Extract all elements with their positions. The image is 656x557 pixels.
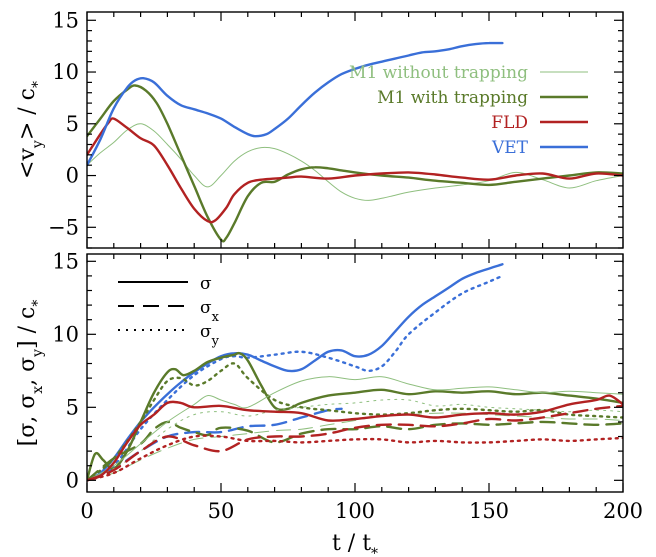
series-group: [87, 41, 623, 243]
series-line-m1-without-trapping: [87, 123, 623, 201]
legend: M1 without trapping M1 with trapping FLD VE…: [349, 63, 588, 158]
x-tick-label: 150: [469, 499, 509, 523]
legend-label: M1 with trapping: [377, 88, 528, 108]
series-line-fld-y: [87, 434, 623, 482]
series-group: [87, 263, 623, 482]
x-tick-label: 50: [208, 499, 235, 523]
x-tick-label: 100: [335, 499, 375, 523]
series-line-fld-x: [87, 404, 623, 482]
series-line-vet-: [87, 263, 504, 482]
y-tick-label: 5: [66, 395, 79, 419]
bottom-panel: 0 50 100 150 200 0 5 10 15 [σ, σx, σy] / c* t / t*…: [15, 249, 643, 557]
series-line-fld: [87, 117, 623, 224]
y-axis-label: [σ, σx, σy] / c*: [15, 300, 46, 447]
x-axis-label: t / t*: [332, 531, 378, 557]
series-line-m1-without-trapping-x: [87, 412, 623, 481]
y-tick-label: 15: [52, 8, 79, 32]
series-line-fld-: [87, 394, 623, 482]
series-line-m1-with-trapping: [87, 84, 623, 243]
series-line-m1-with-trapping-x: [87, 420, 623, 482]
y-axis-label: <vy> / c*: [15, 81, 46, 179]
legend-label: FLD: [491, 113, 528, 133]
y-tick-label: 10: [52, 322, 79, 346]
plot-frame: [86, 11, 624, 249]
y-tick-label: 0: [66, 468, 79, 492]
legend-label: M1 without trapping: [349, 63, 528, 83]
y-tick-label: −5: [48, 215, 79, 239]
series-line-vet: [87, 41, 504, 167]
legend-label: VET: [491, 138, 529, 158]
series-line-m1-with-trapping-y: [87, 362, 623, 482]
y-tick-label: 5: [66, 112, 79, 136]
x-tick-label: 200: [603, 499, 643, 523]
legend-label: σ: [200, 274, 212, 294]
series-line-m1-with-trapping-: [87, 351, 623, 482]
legend-label: σx: [200, 298, 220, 325]
series-line-m1-without-trapping-: [87, 376, 623, 481]
y-tick-label: 0: [66, 164, 79, 188]
y-tick-label: 15: [52, 249, 79, 273]
x-tick-label: 0: [80, 499, 93, 523]
y-tick-label: 10: [52, 60, 79, 84]
legend-label: σy: [200, 322, 220, 349]
series-line-vet-y: [87, 274, 504, 482]
series-line-m1-without-trapping-y: [87, 398, 623, 481]
